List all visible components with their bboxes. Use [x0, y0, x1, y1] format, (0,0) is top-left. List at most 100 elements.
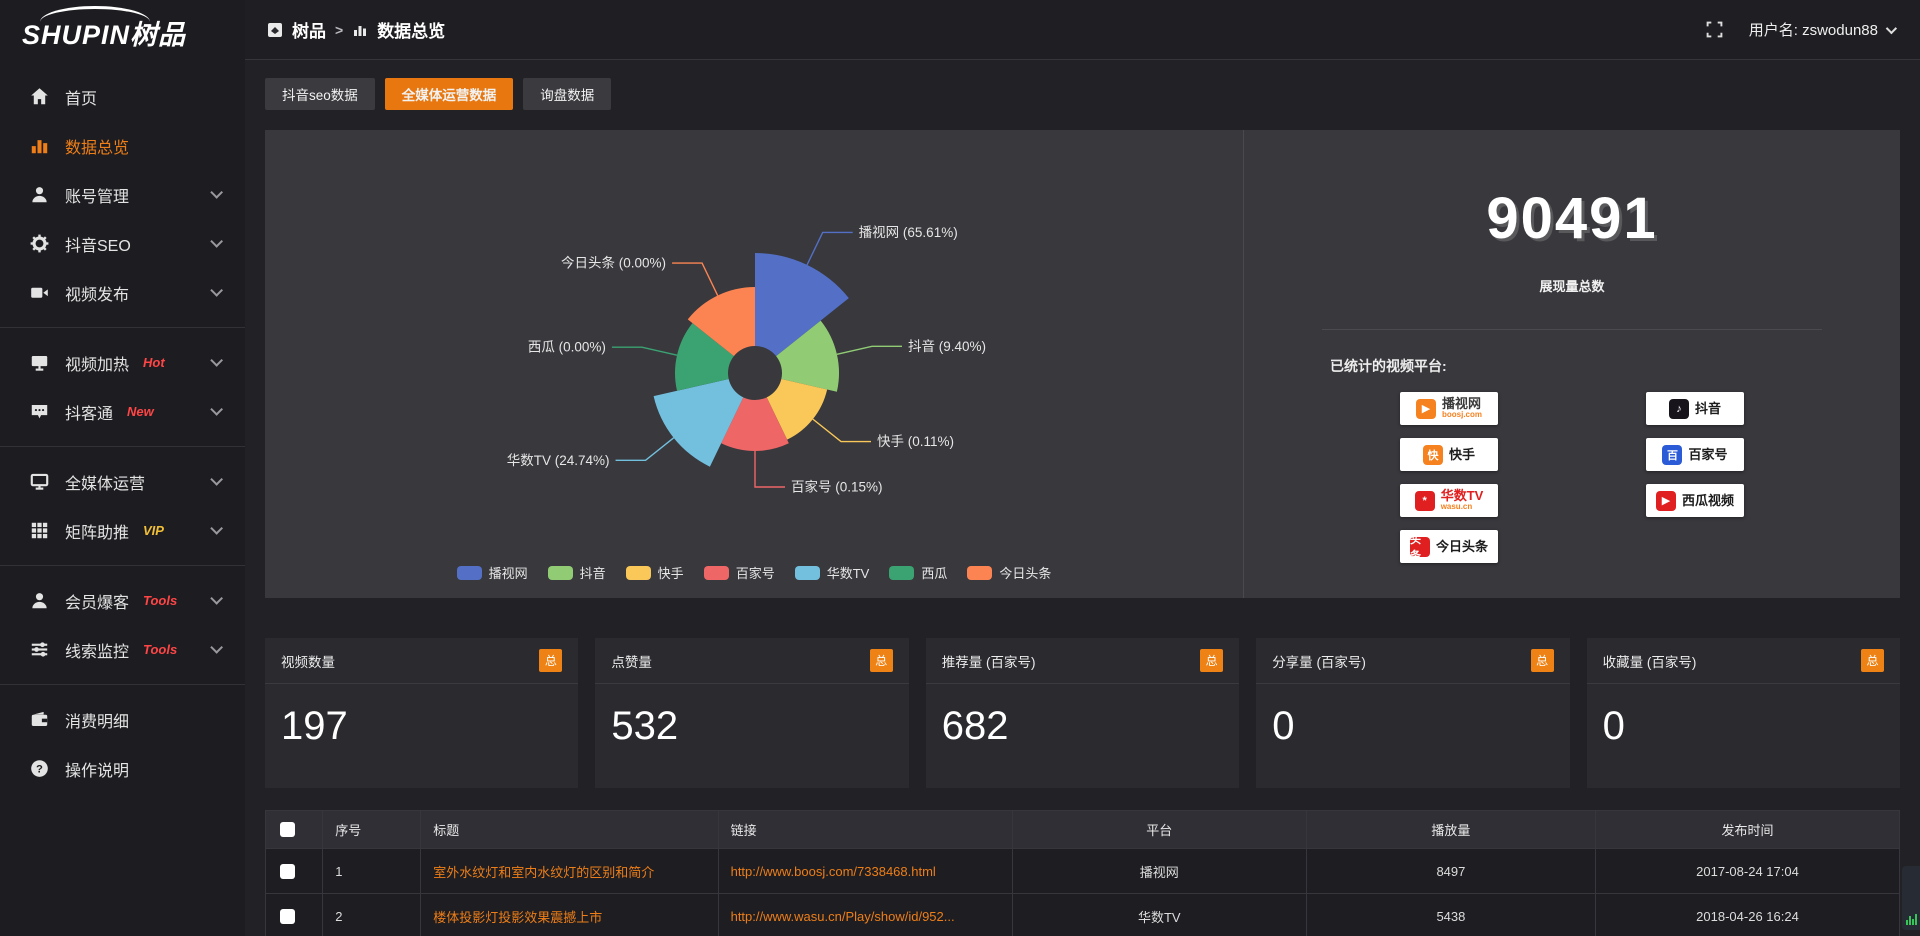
- pie-slice-快手[interactable]: [766, 379, 828, 440]
- tab-all-media-operation-data[interactable]: 全媒体运营数据: [384, 78, 514, 110]
- sidebar-item-matrix-boost[interactable]: 矩阵助推 VIP: [0, 506, 245, 555]
- cell-plays: 5438: [1305, 893, 1597, 936]
- platform-sub: boosj.com: [1441, 410, 1482, 420]
- video-table-wrap: 序号 标题 链接 平台 播放量 发布时间 1 室外水纹灯和室内水纹灯的区别和简介 http://…: [264, 810, 1900, 936]
- video-title-link[interactable]: 楼体投影灯投影效果震撼上市: [433, 909, 603, 925]
- stat-card-value: 532: [611, 704, 679, 748]
- legend-item-华数TV[interactable]: 华数TV: [794, 563, 870, 582]
- sidebar-item-douketong[interactable]: 抖客通 New: [0, 387, 245, 436]
- fullscreen-icon[interactable]: [1706, 21, 1723, 38]
- platform-badge-baijiahao: 百百家号: [1646, 438, 1744, 471]
- user-icon: [30, 185, 49, 204]
- wallet-icon: [30, 710, 49, 729]
- mini-equalizer-icon: [1905, 914, 1917, 925]
- sidebar-divider: [0, 327, 245, 328]
- column-header-链接: 链接: [717, 810, 1013, 849]
- sidebar-item-label: 会员爆客: [65, 594, 130, 612]
- content: 抖音seo数据 全媒体运营数据 询盘数据 播视网 (65.61%) 抖音 (9.40%…: [245, 60, 1920, 936]
- chevron-down-icon: [1885, 22, 1898, 34]
- legend-label: 百家号: [735, 566, 775, 581]
- platform-badge-text: 西瓜视频: [1682, 494, 1734, 508]
- sidebar-item-label: 抖音SEO: [65, 237, 131, 255]
- username-label: 用户名: zswodun88: [1748, 22, 1878, 39]
- breadcrumb-separator: >: [335, 21, 344, 38]
- pie-slice-华数TV[interactable]: [653, 379, 744, 467]
- platform-logo-kuaishou: 快: [1422, 444, 1443, 465]
- help-icon: ?: [30, 759, 49, 778]
- legend-item-西瓜[interactable]: 西瓜: [889, 563, 947, 582]
- select-all-checkbox[interactable]: [280, 822, 295, 837]
- video-title-link[interactable]: 室外水纹灯和室内水纹灯的区别和简介: [433, 864, 655, 880]
- row-checkbox[interactable]: [280, 863, 295, 879]
- chevron-down-icon: [210, 403, 223, 416]
- user-menu[interactable]: 用户名: zswodun88: [1748, 19, 1898, 40]
- sidebar-item-badge: Tools: [143, 642, 178, 657]
- app-logo: SHUPIN树品: [0, 0, 245, 64]
- tab-inquiry-data[interactable]: 询盘数据: [523, 78, 612, 110]
- cell-title: 室外水纹灯和室内水纹灯的区别和简介: [420, 848, 719, 894]
- platform-name: 播视网: [1441, 396, 1481, 412]
- sidebar-item-label: 线索监控: [65, 643, 130, 661]
- breadcrumb-current-icon: [352, 22, 368, 38]
- legend-label: 快手: [657, 566, 684, 581]
- legend-item-今日头条[interactable]: 今日头条: [967, 563, 1051, 582]
- cell-num: 2: [322, 893, 422, 936]
- platform-badge-boshiwang: ▶ 播视网 boosj.com: [1400, 392, 1498, 425]
- legend-item-播视网[interactable]: 播视网: [456, 563, 528, 582]
- stat-card-label: 推荐量 (百家号): [941, 654, 1036, 670]
- total-badge: 总: [539, 649, 563, 672]
- tab-douyin-seo-data[interactable]: 抖音seo数据: [265, 78, 375, 110]
- platform-badge-text: 百家号: [1688, 448, 1727, 462]
- sidebar-item-home[interactable]: 首页: [0, 72, 245, 121]
- sidebar-item-data-overview[interactable]: 数据总览: [0, 121, 245, 170]
- sidebar-item-operation-guide[interactable]: ? 操作说明: [0, 744, 245, 793]
- legend-item-抖音[interactable]: 抖音: [547, 563, 606, 582]
- pie-slice-播视网[interactable]: [755, 253, 849, 357]
- pie-slice-抖音[interactable]: [776, 320, 839, 392]
- screen-icon: [30, 353, 49, 372]
- platform-badge-text: 抖音: [1695, 402, 1721, 416]
- video-icon: [30, 283, 49, 302]
- floating-widget[interactable]: [1902, 866, 1920, 930]
- video-url-link[interactable]: http://www.boosj.com/7338468.html: [730, 863, 936, 879]
- main-area: 树品 > 数据总览 用户名: zswodun88: [245, 0, 1920, 936]
- sidebar-item-consumption-detail[interactable]: 消费明细: [0, 695, 245, 744]
- sidebar-item-all-media-operation[interactable]: 全媒体运营: [0, 457, 245, 506]
- sidebar: SHUPIN树品 首页 数据总览 账号管理抖音SEO 视频发布视频加热 Hot 抖客通 Ne…: [0, 0, 245, 936]
- legend-label: 华数TV: [826, 566, 870, 581]
- legend-item-百家号[interactable]: 百家号: [703, 563, 775, 582]
- gear-icon: [30, 234, 49, 253]
- platform-badge-text: 今日头条: [1436, 540, 1488, 554]
- column-header-播放量: 播放量: [1305, 810, 1597, 849]
- row-checkbox[interactable]: [280, 908, 295, 924]
- breadcrumb-root[interactable]: 树品: [292, 22, 326, 41]
- pie-label-抖音: 抖音 (9.40%): [908, 338, 986, 354]
- platform-badge-text: 播视网 boosj.com: [1442, 397, 1482, 419]
- pie-label-西瓜: 西瓜 (0.00%): [528, 340, 606, 355]
- table-row: 2 楼体投影灯投影效果震撼上市 http://www.wasu.cn/Play/sh…: [264, 893, 1900, 936]
- legend-item-快手[interactable]: 快手: [625, 563, 684, 582]
- legend-swatch: [703, 565, 729, 580]
- sidebar-item-member-baoke[interactable]: 会员爆客 Tools: [0, 576, 245, 625]
- sidebar-item-video-publish[interactable]: 视频发布: [0, 268, 245, 317]
- monitor-icon: [30, 472, 49, 491]
- video-url-link[interactable]: http://www.wasu.cn/Play/show/id/952...: [730, 908, 955, 924]
- platform-name: 华数TV: [1440, 488, 1484, 504]
- total-badge: 总: [1530, 649, 1554, 672]
- legend-swatch: [547, 565, 573, 580]
- video-data-table: 序号 标题 链接 平台 播放量 发布时间 1 室外水纹灯和室内水纹灯的区别和简介 http://…: [264, 810, 1900, 936]
- sidebar-item-badge: Hot: [143, 355, 165, 370]
- cell-num: 1: [322, 848, 422, 894]
- pie-slice-今日头条[interactable]: [687, 287, 755, 357]
- pie-slice-百家号[interactable]: [721, 397, 789, 451]
- sidebar-item-clue-monitor[interactable]: 线索监控 Tools: [0, 625, 245, 674]
- sidebar-item-account-management[interactable]: 账号管理: [0, 170, 245, 219]
- cell-link: http://www.wasu.cn/Play/show/id/952...: [717, 893, 1013, 936]
- stat-card-header: 收藏量 (百家号) 总: [1586, 638, 1900, 684]
- sidebar-divider: [0, 446, 245, 447]
- sidebar-item-video-heat[interactable]: 视频加热 Hot: [0, 338, 245, 387]
- stat-card-header: 点赞量 总: [595, 638, 909, 684]
- sidebar-item-douyin-seo[interactable]: 抖音SEO: [0, 219, 245, 268]
- pie-slice-西瓜[interactable]: [675, 323, 734, 391]
